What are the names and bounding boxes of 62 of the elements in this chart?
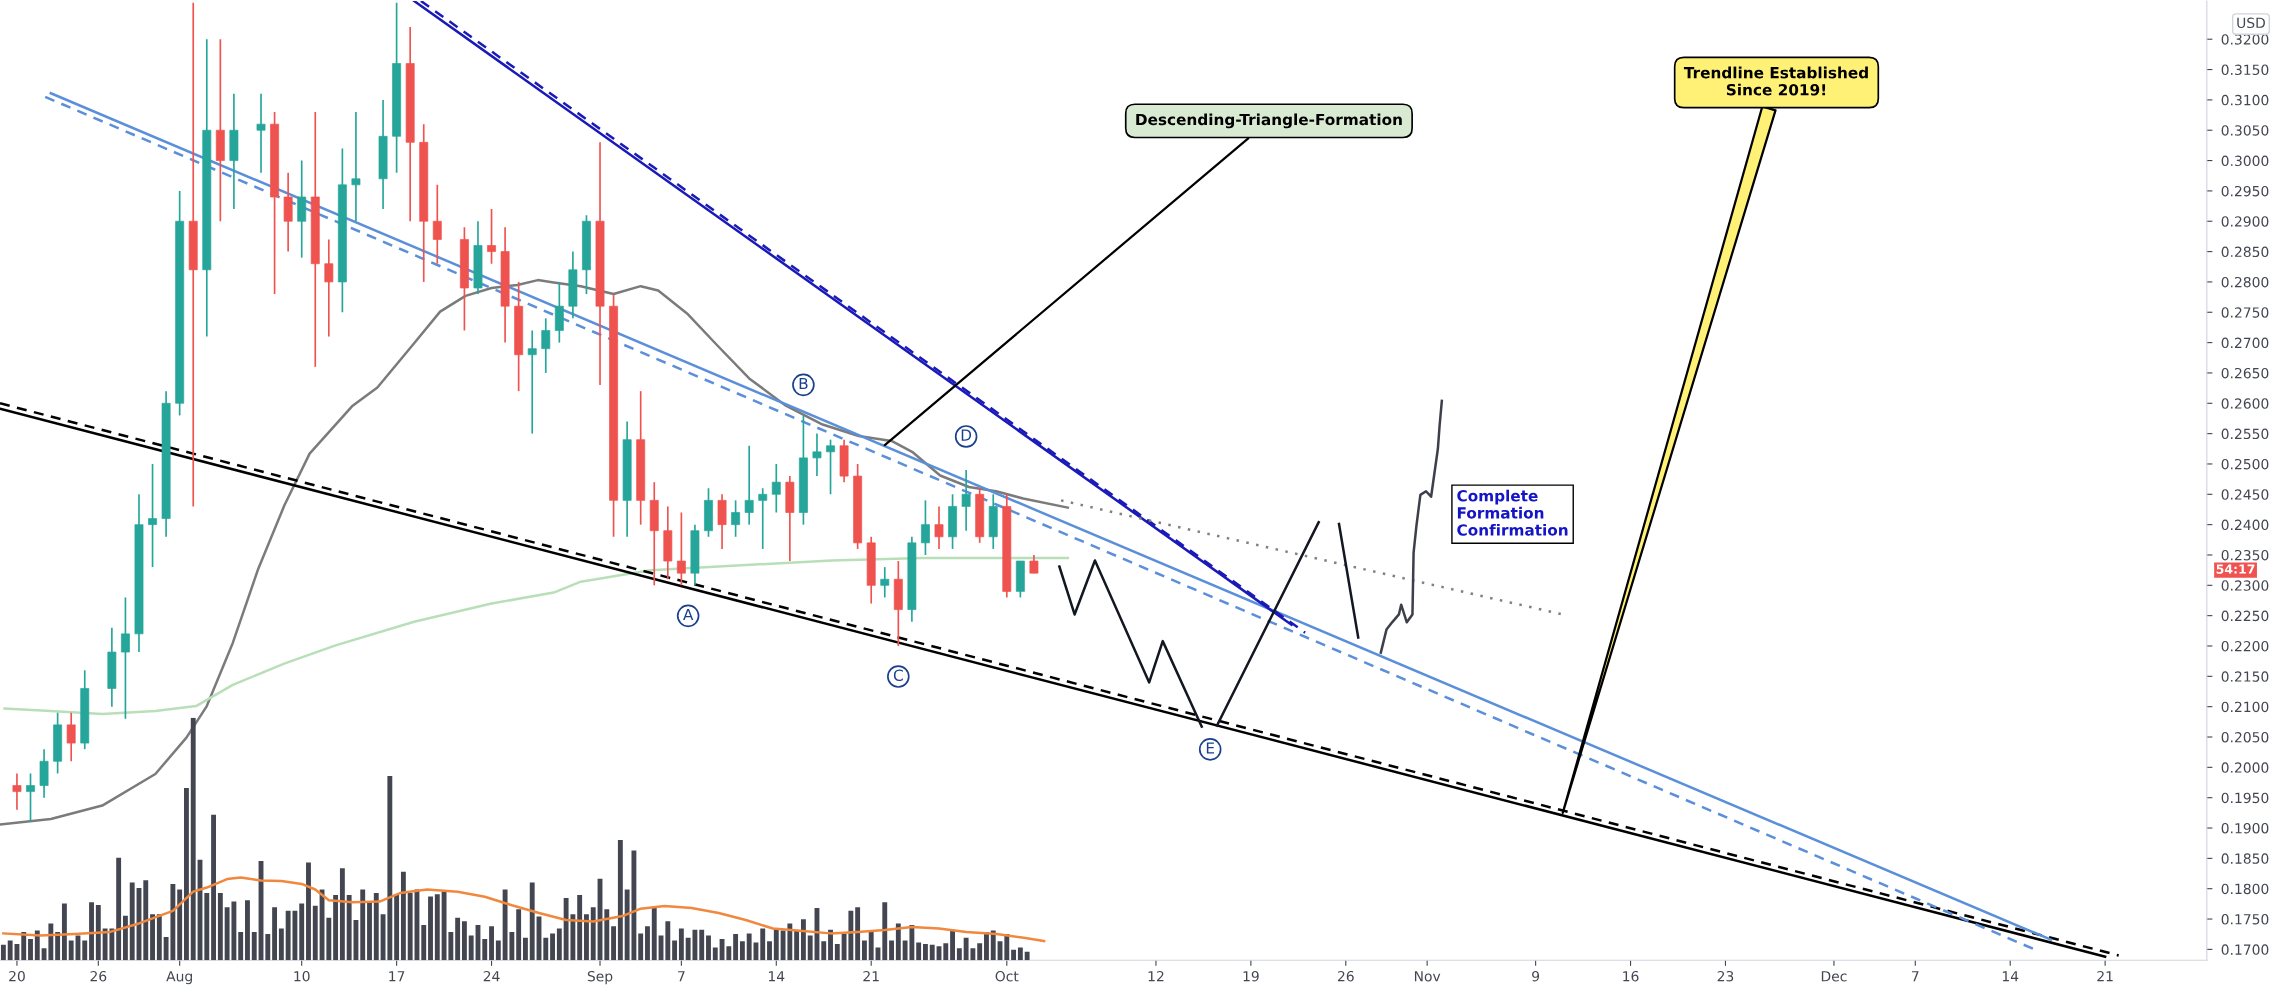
x-tick-label: Oct xyxy=(995,970,1019,982)
y-tick-label: 0.2300 xyxy=(2221,580,2269,591)
text: 54:17 xyxy=(2216,564,2255,574)
y-tick-label: 0.1900 xyxy=(2221,822,2269,834)
x-tick-label: 17 xyxy=(389,971,405,982)
y-tick-label: 0.2250 xyxy=(2221,610,2269,622)
x-tick-label: Nov xyxy=(1414,971,1441,982)
annotation: B xyxy=(799,377,808,390)
y-tick-label: 0.2150 xyxy=(2221,671,2269,682)
annotation: C xyxy=(893,669,903,681)
y-tick-label: 0.2450 xyxy=(2221,489,2269,500)
y-tick-label: 0.1850 xyxy=(2221,853,2269,864)
x-tick-label: 14 xyxy=(2002,971,2019,982)
y-tick-label: 0.2650 xyxy=(2221,367,2269,379)
y-tick-label: 0.3100 xyxy=(2221,94,2269,106)
y-tick-label: 0.2200 xyxy=(2221,640,2269,652)
annotation: D xyxy=(961,429,972,441)
x-tick-label: 7 xyxy=(1912,971,1919,982)
x-tick-label: 12 xyxy=(1148,970,1164,982)
x-tick-label: 21 xyxy=(863,970,879,982)
y-tick-label: 0.2850 xyxy=(2221,246,2269,258)
y-tick-label: 0.3000 xyxy=(2221,155,2269,167)
annotation: E xyxy=(1206,742,1215,754)
y-tick-label: 0.1800 xyxy=(2221,883,2269,895)
y-tick-label: 0.2500 xyxy=(2221,458,2269,470)
y-tick-label: 0.3150 xyxy=(2221,64,2269,76)
y-tick-label: 0.2700 xyxy=(2221,337,2269,349)
y-tick-label: 0.2750 xyxy=(2221,307,2269,318)
x-tick-label: 26 xyxy=(90,970,107,982)
x-tick-label: 24 xyxy=(483,970,500,982)
x-tick-label: 7 xyxy=(678,971,685,982)
annotation: A xyxy=(683,608,694,621)
annotation: Trendline Established Since 2019! xyxy=(1683,66,1868,96)
x-tick-label: 21 xyxy=(2097,970,2113,982)
x-tick-label: 16 xyxy=(1623,970,1639,982)
y-tick-label: 0.2000 xyxy=(2221,762,2269,773)
x-tick-label: Sep xyxy=(587,970,613,985)
annotation: Complete Formation Confirmation xyxy=(1457,489,1568,536)
x-tick-label: 19 xyxy=(1243,970,1259,982)
y-tick-label: 0.1750 xyxy=(2221,914,2269,925)
y-tick-label: 0.2550 xyxy=(2221,428,2269,440)
x-tick-label: 20 xyxy=(9,970,25,982)
x-tick-label: Dec xyxy=(1821,971,1847,982)
annotation: Descending-Triangle-Formation xyxy=(1136,113,1402,129)
y-axis-title: USD xyxy=(2237,17,2265,29)
x-tick-label: Aug xyxy=(166,971,192,985)
y-tick-label: 0.2600 xyxy=(2221,398,2269,409)
y-tick-label: 0.2900 xyxy=(2221,216,2269,227)
x-tick-label: 9 xyxy=(1532,970,1540,982)
y-tick-label: 0.2950 xyxy=(2221,185,2269,197)
y-tick-label: 0.1700 xyxy=(2221,944,2269,955)
y-tick-label: 0.2800 xyxy=(2221,276,2269,288)
x-tick-label: 23 xyxy=(1717,970,1734,982)
y-tick-label: 0.1950 xyxy=(2221,792,2269,804)
x-tick-label: 10 xyxy=(294,970,310,982)
x-tick-label: 26 xyxy=(1337,970,1354,982)
y-tick-label: 0.2050 xyxy=(2221,731,2269,743)
y-tick-label: 0.3050 xyxy=(2221,125,2269,136)
y-tick-label: 0.2400 xyxy=(2221,519,2269,531)
y-tick-label: 0.2350 xyxy=(2221,549,2269,561)
y-tick-label: 0.2100 xyxy=(2221,701,2269,713)
x-tick-label: 14 xyxy=(768,971,785,982)
